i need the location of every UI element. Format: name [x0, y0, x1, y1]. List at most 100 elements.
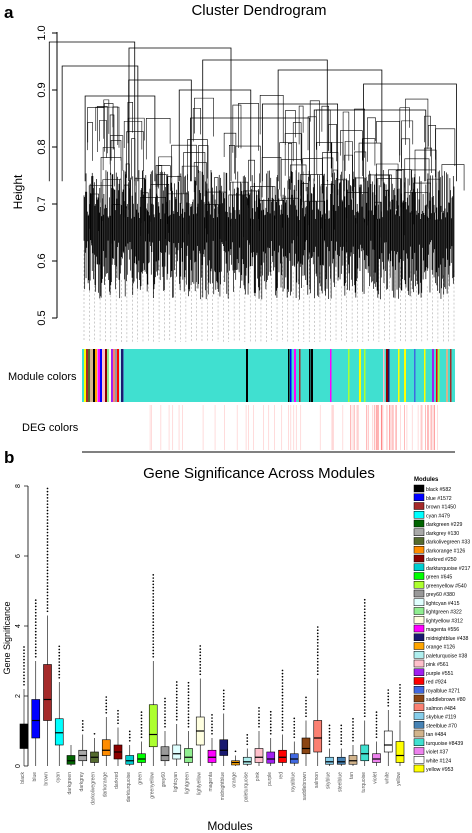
branch-link — [342, 111, 350, 161]
box-outlier — [58, 661, 61, 663]
box-outlier — [305, 712, 307, 715]
x-tick-label: darkturquoise — [126, 772, 132, 803]
x-tick-label: midnightblue — [220, 772, 226, 801]
box-outlier — [58, 664, 61, 667]
box-outlier — [281, 685, 284, 688]
legend-entry: blue #1572 — [426, 496, 452, 502]
box-outlier — [281, 682, 284, 684]
branch-link — [401, 120, 414, 168]
legend-title: Modules — [414, 477, 439, 483]
module-stripe — [84, 349, 86, 402]
box-outlier — [375, 727, 378, 729]
box-outlier — [363, 661, 366, 664]
module-stripe — [246, 349, 248, 402]
box-outlier — [34, 624, 37, 627]
box-purple — [266, 751, 276, 764]
box-outlier — [375, 733, 378, 736]
box-outlier — [140, 717, 143, 720]
box-outlier — [46, 563, 49, 565]
box-outlier — [363, 683, 366, 686]
box-salmon — [313, 720, 323, 753]
box-outlier — [281, 720, 284, 722]
box-outlier — [375, 711, 378, 713]
box-outlier — [152, 621, 155, 624]
box-outlier — [187, 700, 190, 703]
box-outlier — [152, 618, 155, 620]
box-outlier — [363, 649, 366, 652]
branch-link — [395, 169, 403, 213]
box-outlier — [152, 649, 155, 652]
box-outlier — [152, 599, 155, 601]
legend-swatch — [413, 607, 425, 615]
legend-swatch — [413, 738, 425, 746]
box-outlier — [46, 490, 49, 493]
module-stripe — [436, 349, 438, 402]
branch-link — [292, 122, 302, 162]
box-outlier — [58, 651, 61, 654]
box-outlier — [258, 719, 260, 722]
box-outlier — [23, 680, 25, 683]
box-outlier — [164, 703, 166, 706]
box-outlier — [140, 720, 143, 723]
box-outlier — [258, 716, 260, 719]
box-outlier — [269, 710, 272, 713]
legend-swatch — [413, 484, 425, 493]
x-tick-label: cyan — [55, 772, 61, 783]
box-outlier — [152, 574, 155, 576]
box-outlier — [363, 608, 366, 611]
box-outlier — [211, 729, 213, 732]
x-tick-label: darkolivegreen — [91, 772, 97, 805]
box-outlier — [281, 672, 284, 675]
module-stripe — [299, 349, 301, 402]
x-tick-label: yellow — [396, 772, 402, 786]
box-outlier — [81, 723, 84, 725]
branch-link — [363, 83, 457, 182]
box-outlier — [281, 713, 284, 716]
box-outlier — [211, 717, 213, 719]
box-outlier — [281, 679, 284, 681]
branch-link — [405, 98, 429, 149]
box-outlier — [46, 534, 49, 537]
box-outlier — [246, 737, 249, 739]
box-outlier — [387, 689, 390, 691]
box-outlier — [23, 683, 25, 686]
box-outlier — [175, 687, 178, 690]
box-outlier — [187, 710, 190, 712]
box-outlier — [164, 719, 166, 722]
box-outlier — [211, 726, 213, 729]
box-outlier — [58, 648, 61, 651]
y-tick-label: 8 — [15, 484, 22, 488]
box-lightcyan — [172, 744, 182, 760]
branch-link — [355, 177, 365, 224]
module-stripe — [102, 349, 105, 402]
box-outlier — [46, 591, 49, 594]
box-outlier — [211, 714, 213, 716]
module-stripe — [446, 349, 448, 402]
x-tick-label: brown — [44, 772, 50, 786]
legend-swatch — [413, 493, 425, 501]
box-outlier — [375, 730, 378, 732]
box-outlier — [175, 690, 178, 693]
x-tick-label: orange — [232, 772, 238, 788]
boxplot-title: Gene Significance Across Modules — [143, 465, 375, 482]
module-colors-bar — [82, 349, 455, 402]
legend-swatch — [413, 747, 425, 755]
branch-link — [192, 108, 201, 142]
box-outlier — [199, 645, 202, 647]
legend-swatch — [413, 659, 425, 668]
branch-link — [48, 41, 136, 182]
box-outlier — [34, 627, 37, 630]
branch-link — [158, 156, 173, 194]
branch-link — [279, 142, 297, 191]
box-outlier — [23, 646, 25, 648]
box-outlier — [305, 715, 307, 718]
box-outlier — [363, 699, 366, 702]
module-stripe — [424, 349, 426, 402]
box-outlier — [363, 652, 366, 655]
panel-b-boxplot: b Gene Significance Across Modules Gene … — [2, 448, 471, 833]
box-outlier — [152, 602, 155, 605]
branch-link — [298, 105, 304, 145]
box-outlier — [258, 713, 260, 716]
box-outlier — [363, 706, 366, 708]
box-outlier — [281, 704, 284, 706]
